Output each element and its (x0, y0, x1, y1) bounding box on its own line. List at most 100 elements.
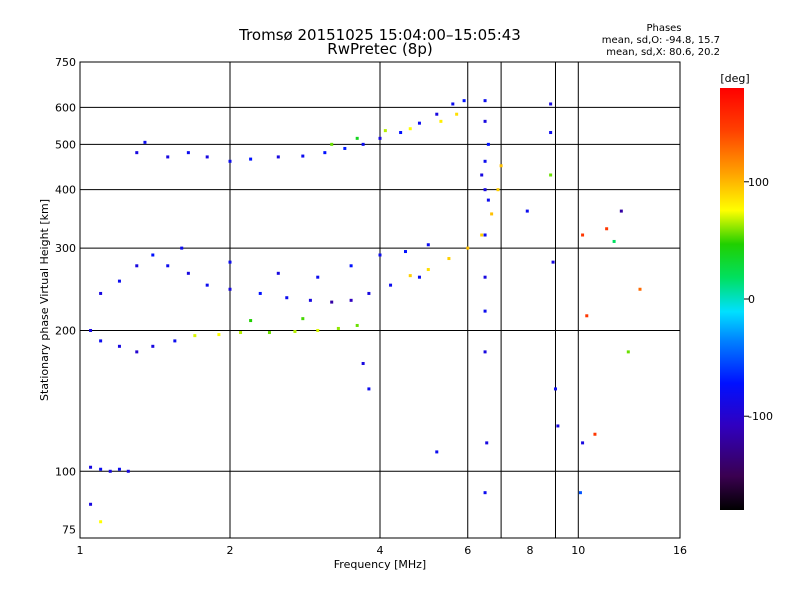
chart-subtitle: RwPretec (8p) (327, 40, 432, 58)
data-point (293, 329, 297, 333)
data-point (308, 298, 312, 302)
data-point (447, 257, 451, 261)
data-point (276, 271, 280, 275)
data-point (99, 520, 103, 524)
data-point (389, 283, 393, 287)
data-point (323, 151, 327, 155)
data-point (228, 287, 232, 291)
data-point (173, 339, 177, 343)
data-point (330, 142, 334, 146)
data-point (417, 121, 421, 125)
data-point (258, 291, 262, 295)
data-point (117, 467, 121, 471)
data-point (483, 233, 487, 237)
data-point (483, 309, 487, 313)
x-tick-label: 6 (464, 544, 471, 557)
data-point (451, 102, 455, 106)
data-point (166, 155, 170, 159)
data-point (490, 212, 494, 216)
y-tick-label: 500 (55, 138, 76, 151)
colorbar-label: [deg] (720, 72, 749, 85)
x-tick-label: 1 (77, 544, 84, 557)
x-axis-ticks: 1 2 4 6 8 10 16 (77, 544, 688, 557)
data-point (166, 264, 170, 268)
data-point (151, 253, 155, 257)
y-tick-label: 750 (55, 56, 76, 69)
x-tick-label: 4 (377, 544, 384, 557)
data-point (151, 344, 155, 348)
y-tick-label: 200 (55, 324, 76, 337)
data-point (455, 112, 459, 116)
data-point (99, 467, 103, 471)
colorbar-tick-label: 100 (748, 176, 769, 189)
data-point (480, 173, 484, 177)
data-point (249, 157, 253, 161)
data-point (89, 465, 93, 469)
data-point (330, 300, 334, 304)
data-point (135, 264, 139, 268)
y-tick-label: 75 (62, 524, 76, 537)
data-point (593, 432, 597, 436)
data-point (549, 173, 553, 177)
data-point (408, 127, 412, 131)
data-point (483, 275, 487, 279)
data-point (89, 328, 93, 332)
data-point (343, 146, 347, 150)
data-point (108, 469, 112, 473)
data-point (126, 469, 130, 473)
data-point (316, 328, 320, 332)
data-point (462, 99, 466, 103)
data-point (619, 209, 623, 213)
data-point (553, 387, 557, 391)
data-point (355, 323, 359, 327)
data-point (480, 233, 484, 237)
data-point (205, 155, 209, 159)
data-point (367, 387, 371, 391)
data-point (612, 239, 616, 243)
colorbar (720, 88, 744, 510)
x-tick-label: 10 (571, 544, 585, 557)
data-point (638, 287, 642, 291)
phases-o-stats: mean, sd,O: -94.8, 15.7 (602, 35, 720, 46)
data-point (361, 361, 365, 365)
data-point (496, 188, 500, 192)
data-point (525, 209, 529, 213)
data-point (135, 151, 139, 155)
data-point (117, 344, 121, 348)
data-point (361, 142, 365, 146)
data-point (301, 317, 305, 321)
data-point (483, 491, 487, 495)
x-tick-label: 8 (527, 544, 534, 557)
data-point (549, 131, 553, 135)
chart-title: Tromsø 20151025 15:04:00–15:05:43 (238, 26, 521, 44)
data-point (403, 250, 407, 254)
data-point (135, 350, 139, 354)
data-point (483, 119, 487, 123)
data-point (581, 441, 585, 445)
data-point (626, 350, 630, 354)
y-tick-label: 100 (55, 465, 76, 478)
data-point (301, 154, 305, 158)
data-point (483, 159, 487, 163)
data-point (193, 334, 197, 338)
data-point (581, 233, 585, 237)
data-point (367, 291, 371, 295)
x-tick-label: 2 (227, 544, 234, 557)
data-point (383, 129, 387, 133)
data-point (355, 136, 359, 140)
data-point (99, 339, 103, 343)
data-point (316, 275, 320, 279)
colorbar-tick-label: 0 (748, 293, 755, 306)
data-point (483, 99, 487, 103)
data-point (486, 142, 490, 146)
data-point (186, 271, 190, 275)
data-point (605, 227, 609, 231)
data-point (186, 151, 190, 155)
grid-lines (80, 62, 680, 538)
data-point (349, 298, 353, 302)
data-point (466, 246, 470, 250)
data-point (399, 131, 403, 135)
data-point (435, 112, 439, 116)
